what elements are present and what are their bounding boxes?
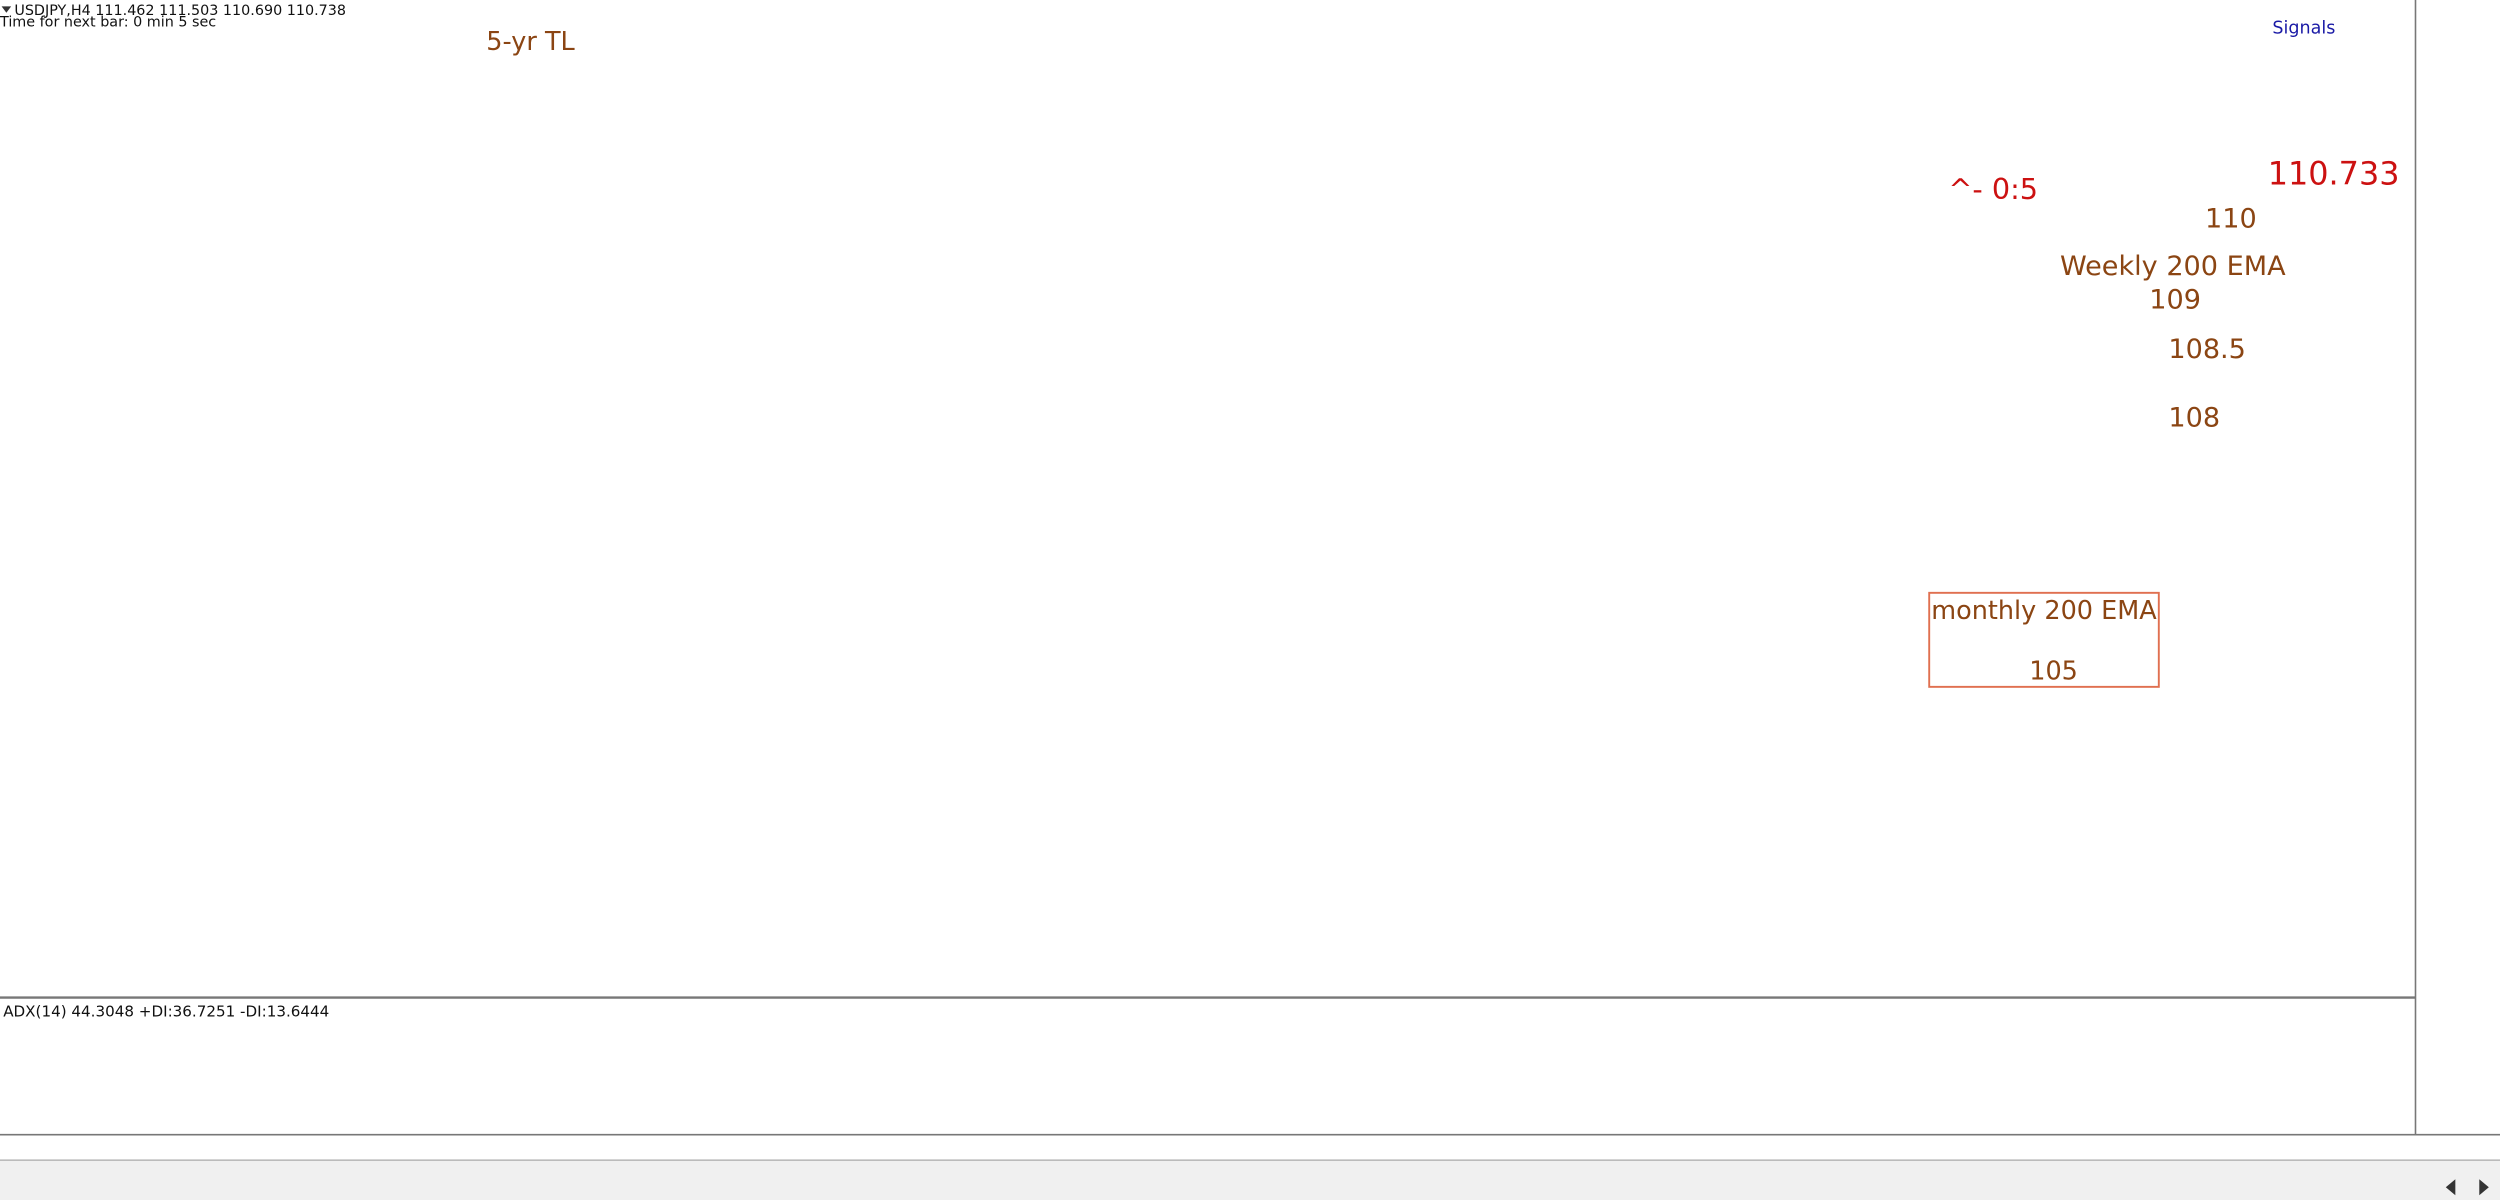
annotation: 105: [2029, 657, 2078, 687]
adx-header: ADX(14) 44.3048 +DI:36.7251 -DI:13.6444: [3, 1002, 329, 1020]
annotation: 108.5: [2168, 334, 2246, 365]
tab-scroll-right[interactable]: [2479, 1179, 2489, 1196]
annotation: Weekly 200 EMA: [2060, 251, 2286, 282]
annotation: ^- 0:5: [1948, 172, 2038, 206]
annotation: 108: [2168, 403, 2220, 434]
annotation-box: [1928, 591, 2160, 688]
chart-header: USDJPY,H4 111.462 111.503 110.690 110.73…: [14, 3, 346, 19]
annotation: monthly 200 EMA: [1931, 596, 2157, 626]
annotation: 110: [2205, 203, 2257, 234]
current-price: 110.733: [2268, 154, 2400, 192]
bar-timer: Time for next bar: 0 min 5 sec: [0, 14, 216, 30]
signals-title: Signals: [2272, 19, 2335, 39]
annotation: 5-yr TL: [486, 27, 575, 57]
tab-bar: [0, 1160, 2500, 1200]
tab-scroll-left[interactable]: [2445, 1179, 2456, 1196]
annotation: 109: [2149, 285, 2201, 316]
menu-arrow[interactable]: [1, 6, 12, 13]
